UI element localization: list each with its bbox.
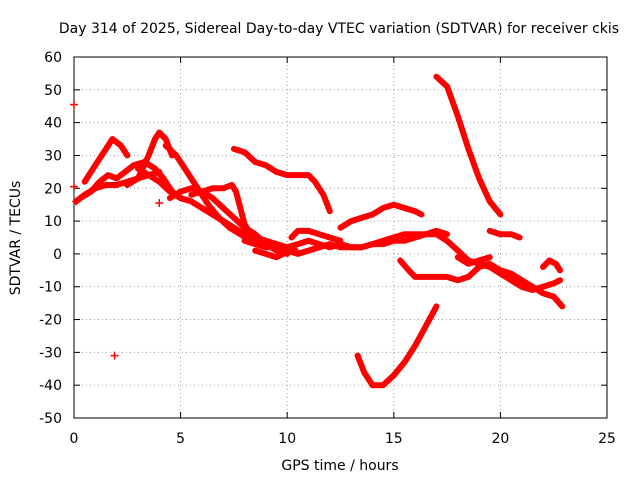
series-track-16 [354,303,440,389]
series-track-19 [540,257,564,274]
y-tick-labels: -50 -40 -30 -20 -10 0 10 20 30 40 50 60 [39,50,62,427]
outlier-marker [70,182,78,191]
grid-lines [74,57,607,418]
series-track-3 [77,159,184,202]
y-tick-label: 30 [44,148,62,164]
data-series [73,73,566,389]
x-tick-label: 25 [598,431,616,447]
x-tick-label: 10 [278,431,296,447]
series-track-11 [252,244,299,261]
chart-title: Day 314 of 2025, Sidereal Day-to-day VTE… [59,21,619,37]
y-tick-label: -50 [39,411,62,427]
series-track-13 [337,201,425,231]
y-tick-label: -20 [39,313,62,329]
y-tick-label: 0 [53,247,62,263]
outlier-marker [72,197,81,206]
y-axis-label: SDTVAR / TECUs [8,181,24,296]
axis-ticks [73,56,608,419]
x-tick-label: 0 [70,431,79,447]
series-track-10 [241,227,451,257]
y-tick-label: -40 [39,378,62,394]
series-track-14 [348,231,564,293]
y-tick-label: 40 [44,116,62,132]
series-track-17 [433,73,504,218]
y-tick-label: 60 [44,50,62,66]
outlier-points [70,100,164,360]
series-track-12 [288,227,344,244]
x-tick-label: 5 [176,431,185,447]
outlier-marker [155,199,164,208]
series-track-18 [486,227,523,241]
plot-frame [73,56,608,419]
series-track-15 [397,257,566,310]
x-axis-label: GPS time / hours [281,458,398,474]
series-track-20 [454,254,493,267]
outlier-marker [70,100,78,109]
x-tick-label: 15 [385,431,403,447]
y-tick-label: 20 [44,181,62,197]
y-tick-label: 50 [44,83,62,99]
series-track-9 [230,145,333,215]
outlier-marker [110,351,119,360]
x-tick-labels: 0 5 10 15 20 25 [70,431,616,447]
series-track-4 [124,129,176,188]
y-tick-label: -30 [39,345,62,361]
y-tick-label: -10 [39,280,62,296]
x-tick-label: 20 [491,431,509,447]
series-track-8 [188,182,265,248]
series-track-2 [81,136,131,185]
y-tick-label: 10 [44,214,62,230]
